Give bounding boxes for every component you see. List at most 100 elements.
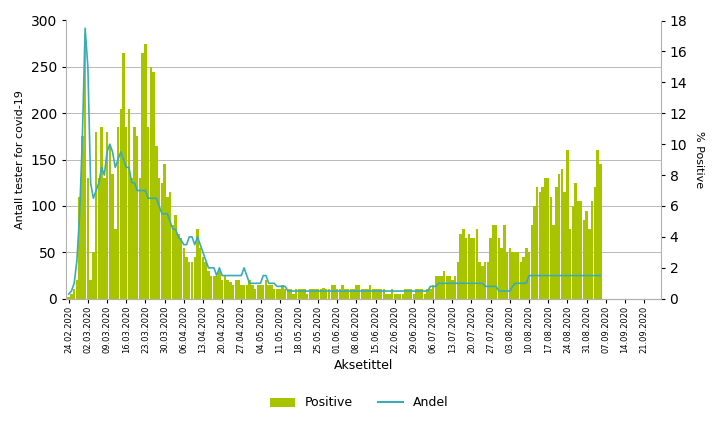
Bar (130, 178, 133, 299)
Bar (429, 289, 431, 299)
Bar (495, 224, 498, 299)
Bar (251, 285, 254, 299)
Bar (511, 252, 514, 299)
Bar (383, 289, 385, 299)
Bar (533, 206, 536, 299)
Bar (366, 289, 369, 299)
Bar (558, 173, 560, 299)
X-axis label: Aksetittel: Aksetittel (334, 359, 393, 372)
Bar (467, 234, 470, 299)
Bar (275, 289, 278, 299)
Bar (314, 289, 316, 299)
Bar (500, 248, 503, 299)
Bar (539, 192, 541, 299)
Bar (84, 34, 86, 299)
Bar (344, 289, 347, 299)
Bar (109, 146, 111, 299)
Bar (443, 271, 445, 299)
Bar (111, 173, 114, 299)
Bar (418, 289, 421, 299)
Bar (410, 289, 413, 299)
Y-axis label: % Positive: % Positive (694, 131, 704, 188)
Bar (528, 252, 531, 299)
Bar (490, 238, 492, 299)
Bar (385, 294, 388, 299)
Bar (416, 289, 418, 299)
Bar (333, 285, 336, 299)
Bar (191, 262, 193, 299)
Bar (372, 289, 374, 299)
Bar (114, 229, 116, 299)
Bar (202, 257, 204, 299)
Bar (292, 294, 295, 299)
Bar (470, 238, 472, 299)
Bar (136, 136, 139, 299)
Bar (377, 289, 380, 299)
Bar (101, 127, 103, 299)
Bar (577, 201, 580, 299)
Bar (451, 280, 454, 299)
Bar (163, 164, 166, 299)
Bar (308, 289, 311, 299)
Bar (103, 178, 106, 299)
Bar (281, 285, 284, 299)
Bar (234, 280, 237, 299)
Bar (594, 187, 596, 299)
Bar (531, 224, 533, 299)
Bar (457, 262, 459, 299)
Bar (81, 136, 83, 299)
Bar (498, 238, 500, 299)
Bar (232, 285, 234, 299)
Bar (160, 183, 163, 299)
Bar (580, 201, 582, 299)
Bar (399, 294, 401, 299)
Bar (311, 289, 313, 299)
Bar (270, 285, 273, 299)
Bar (133, 127, 136, 299)
Bar (487, 262, 489, 299)
Bar (582, 220, 585, 299)
Bar (476, 229, 478, 299)
Bar (246, 285, 248, 299)
Bar (588, 229, 590, 299)
Bar (125, 127, 127, 299)
Bar (552, 224, 555, 299)
Bar (407, 289, 410, 299)
Bar (240, 285, 242, 299)
Bar (342, 285, 344, 299)
Bar (169, 192, 171, 299)
Bar (550, 197, 552, 299)
Bar (473, 238, 475, 299)
Bar (446, 275, 448, 299)
Bar (426, 289, 429, 299)
Bar (207, 271, 210, 299)
Bar (295, 289, 298, 299)
Bar (319, 289, 322, 299)
Bar (183, 248, 185, 299)
Bar (174, 215, 177, 299)
Bar (243, 285, 245, 299)
Bar (303, 289, 306, 299)
Bar (331, 285, 333, 299)
Bar (517, 252, 519, 299)
Bar (569, 229, 572, 299)
Bar (180, 238, 183, 299)
Bar (591, 201, 593, 299)
Bar (216, 275, 218, 299)
Bar (226, 280, 229, 299)
Bar (213, 275, 215, 299)
Bar (142, 53, 144, 299)
Bar (555, 187, 558, 299)
Bar (566, 150, 569, 299)
Bar (358, 285, 360, 299)
Bar (525, 248, 528, 299)
Bar (547, 178, 549, 299)
Bar (150, 67, 152, 299)
Bar (339, 289, 342, 299)
Bar (210, 275, 212, 299)
Bar (544, 178, 546, 299)
Bar (284, 289, 286, 299)
Bar (172, 224, 174, 299)
Bar (440, 275, 443, 299)
Bar (70, 294, 73, 299)
